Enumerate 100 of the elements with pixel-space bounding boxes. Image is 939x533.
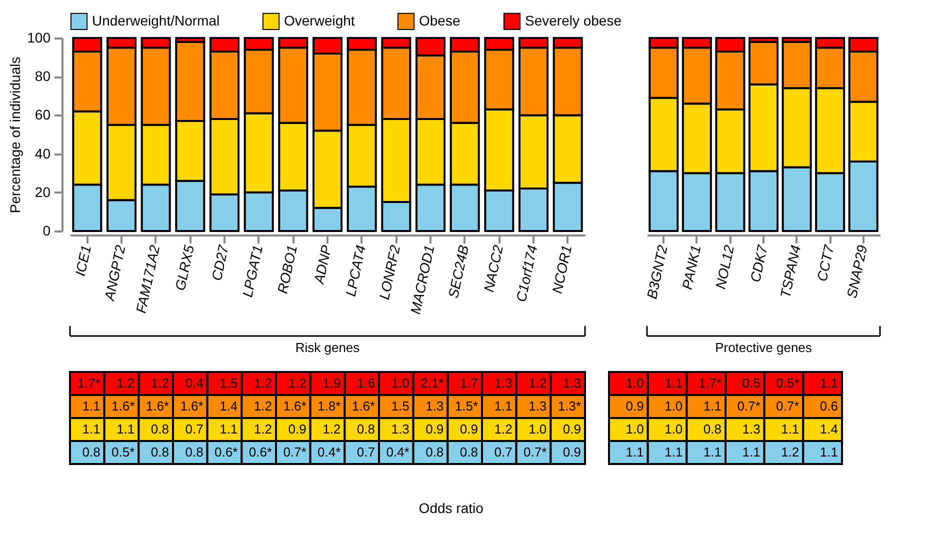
data-label: 1.0	[626, 422, 644, 436]
data-label: 1.6	[356, 376, 375, 390]
data-label: 2.1*	[420, 376, 444, 390]
x-tick-label: B3GNT2	[644, 243, 671, 300]
data-label: 0.6*	[248, 444, 272, 460]
y-tick-label: 80	[34, 68, 51, 84]
data-label: 1.3	[562, 376, 581, 390]
y-tick-label: 0	[42, 222, 51, 238]
data-label: 0.8	[82, 444, 100, 460]
data-label: 0.4*	[386, 444, 410, 460]
data-label: 1.6*	[146, 398, 169, 414]
data-label: 0.9	[562, 444, 581, 460]
data-label: 1.1	[220, 422, 238, 436]
data-label: 1.9	[322, 376, 341, 390]
data-label: 0.6*	[214, 444, 238, 460]
data-label: 1.1	[781, 422, 800, 436]
data-label: 0.8	[150, 444, 169, 460]
data-label: 1.5	[220, 376, 238, 390]
data-label: 0.8	[356, 422, 375, 436]
x-tick-label: NOL12	[712, 243, 738, 290]
text: Risk genes	[295, 340, 360, 355]
data-label: 1.7*	[698, 376, 722, 390]
y-axis-title: Percentage of individuals	[7, 56, 24, 214]
data-label: 1.7*	[77, 376, 100, 390]
data-label: 0.4*	[318, 444, 341, 460]
data-label: 0.5*	[112, 444, 135, 460]
data-label: 1.1	[820, 444, 838, 460]
y-tick-label: 60	[34, 106, 51, 123]
x-tick-label: CD27	[208, 242, 232, 282]
data-label: 1.2	[150, 376, 169, 390]
x-tick-label: MACROD1	[407, 244, 438, 316]
data-label: 1.0	[528, 422, 547, 436]
text: Odds ratio	[418, 500, 484, 516]
data-label: 1.2	[254, 376, 272, 390]
y-tick-label: 20	[34, 184, 51, 200]
x-tick-label: CCT7	[814, 242, 838, 283]
data-label: 1.1	[82, 398, 100, 414]
data-label: 1.2	[116, 376, 135, 390]
data-label: 1.1	[742, 444, 760, 460]
data-label: 1.2	[322, 422, 341, 436]
data-label: 0.8	[150, 422, 169, 436]
x-tick-label: ANGPT2	[100, 243, 128, 303]
data-label: 1.3	[742, 422, 760, 436]
data-label: 0.9	[562, 422, 581, 436]
data-label: 1.2	[288, 376, 306, 390]
x-tick-label: LPGAT1	[239, 244, 266, 298]
x-tick-label: CDK7	[746, 242, 771, 284]
data-label: 1.6*	[352, 398, 375, 414]
y-tick-label: 40	[34, 145, 51, 162]
data-label: 0.9	[626, 398, 644, 414]
data-label: 0.8	[185, 444, 204, 460]
data-label: 0.8	[426, 444, 444, 460]
data-label: 1.7	[460, 376, 478, 390]
data-label: 1.6*	[283, 398, 306, 414]
data-label: 0.7	[494, 444, 512, 460]
data-label: 1.0	[391, 376, 410, 390]
x-tick-label: SNAP29	[843, 243, 870, 300]
x-tick-label: ADNP	[310, 242, 334, 286]
data-label: 1.8*	[318, 398, 341, 414]
x-tick-label: C1orf174	[512, 243, 540, 304]
data-label: 1.1	[820, 376, 838, 390]
data-label: 1.3	[391, 422, 410, 436]
x-tick-label: SEC24B	[444, 244, 472, 300]
data-label: 1.4	[220, 398, 238, 414]
data-label: 1.1	[82, 422, 100, 436]
data-label: 1.5	[391, 398, 410, 414]
y-tick-label: 100	[27, 30, 51, 46]
data-label: 0.8	[460, 444, 478, 460]
data-label: 0.9	[426, 422, 444, 436]
x-tick-label: LPCAT4	[342, 243, 369, 298]
x-tick-label: FAM171A2	[132, 243, 163, 314]
data-label: 0.5	[742, 376, 760, 390]
data-label: 0.7*	[524, 444, 547, 460]
data-label: 1.1	[116, 422, 135, 436]
data-label: 1.2	[254, 422, 272, 436]
data-label: 0.9	[460, 422, 478, 436]
data-label: 1.2	[528, 376, 547, 390]
data-label: 1.1	[494, 398, 512, 414]
data-label: 1.2	[781, 444, 800, 460]
data-label: 1.0	[664, 398, 683, 414]
data-label: 1.3	[528, 398, 547, 414]
legend-label: Severely obese	[525, 12, 622, 28]
x-tick-label: NCOR1	[548, 244, 575, 295]
data-label: 0.7	[185, 422, 204, 436]
data-label: 1.3	[494, 376, 512, 390]
data-label: 1.0	[626, 376, 644, 390]
x-tick-label: PANK1	[678, 244, 704, 291]
x-tick-label: ROBO1	[274, 244, 300, 295]
x-tick-label: LONRF2	[376, 243, 404, 301]
data-label: 1.6*	[112, 398, 135, 414]
data-label: 0.4	[185, 376, 204, 390]
data-label: 1.1	[664, 376, 683, 390]
data-label: 1.3	[426, 398, 444, 414]
legend-label: Overweight	[284, 12, 355, 28]
data-label: 0.7	[356, 444, 375, 460]
x-tick-label: ICE1	[72, 244, 94, 278]
x-tick-label: TSPAN4	[776, 243, 804, 300]
data-label: 1.6*	[180, 398, 204, 414]
data-label: 1.1	[664, 444, 683, 460]
data-label: 0.5*	[776, 376, 800, 390]
